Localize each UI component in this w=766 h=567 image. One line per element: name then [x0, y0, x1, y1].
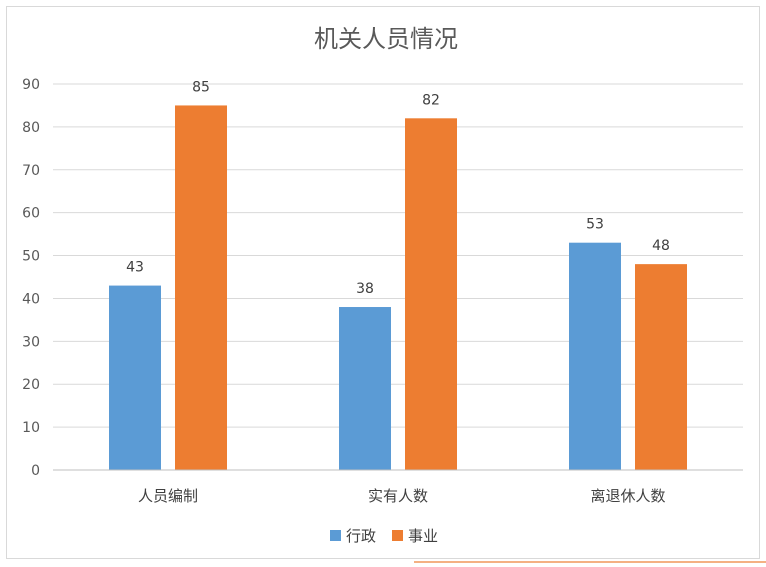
y-tick-label: 20 [22, 377, 40, 393]
bar [635, 264, 687, 470]
bar [405, 118, 457, 471]
bar [339, 307, 391, 470]
legend-swatch [392, 530, 403, 541]
chart-title: 机关人员情况 [314, 25, 458, 53]
data-label: 53 [586, 217, 604, 233]
x-tick-label: 实有人数 [368, 487, 428, 505]
legend-label: 事业 [408, 527, 438, 545]
legend: 行政 事业 [330, 527, 438, 545]
y-tick-label: 40 [22, 291, 40, 307]
x-tick-label: 离退休人数 [590, 487, 665, 505]
x-axis-ticks: 人员编制 实有人数 离退休人数 [138, 487, 666, 505]
data-label: 48 [652, 238, 670, 254]
data-label: 85 [192, 79, 210, 95]
bar [569, 242, 621, 470]
gridlines [53, 83, 743, 428]
legend-swatch [330, 530, 341, 541]
y-tick-label: 60 [22, 206, 40, 222]
legend-label: 行政 [346, 527, 376, 545]
bottom-accent-line [414, 561, 766, 563]
y-tick-label: 0 [31, 463, 40, 479]
bar [109, 285, 161, 470]
y-tick-label: 10 [22, 420, 40, 436]
bar [175, 105, 227, 470]
y-tick-label: 50 [22, 249, 40, 265]
data-label: 43 [126, 260, 144, 276]
y-tick-label: 70 [22, 163, 40, 179]
y-tick-label: 30 [22, 334, 40, 350]
y-tick-label: 90 [22, 77, 40, 93]
data-labels: 43 85 38 82 53 48 [126, 79, 670, 297]
bars [109, 105, 687, 471]
y-axis-ticks: 0 10 20 30 40 50 60 70 80 90 [22, 77, 40, 479]
x-tick-label: 人员编制 [138, 487, 198, 505]
data-label: 82 [422, 92, 440, 108]
data-label: 38 [356, 281, 374, 297]
y-tick-label: 80 [22, 120, 40, 136]
